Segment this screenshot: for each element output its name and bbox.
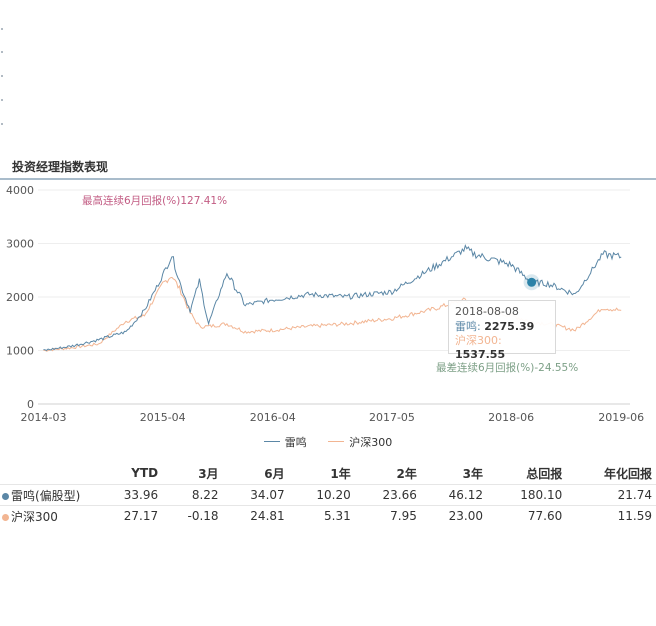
y-tick-label: 2000 (6, 291, 34, 304)
legend-item-index[interactable]: 沪深300 (328, 434, 392, 450)
tooltip-label: 雷鸣: (455, 320, 481, 333)
col-header: 2年 (396, 466, 417, 481)
hover-point (527, 277, 537, 287)
section-title: 投资经理指数表现 (12, 160, 109, 174)
legend-line-icon (328, 441, 345, 442)
y-tick-label: 0 (27, 398, 34, 411)
cell: 34.07 (222, 484, 289, 506)
min-return-annotation: 最差连续6月回报(%)-24.55% (436, 361, 578, 374)
cell: 24.81 (222, 505, 289, 526)
row-name: 雷鸣(偏股型) (0, 484, 96, 506)
series-dot-icon (2, 513, 9, 521)
x-tick-label: 2016-04 (250, 411, 296, 424)
y-axis: 0 1000 2000 3000 4000 (6, 184, 34, 411)
x-tick-label: 2018-06 (488, 411, 534, 424)
header-spacer (0, 462, 96, 485)
cell: 8.22 (162, 484, 223, 506)
section-divider (0, 178, 656, 180)
col-header: 3年 (462, 466, 483, 481)
y-tick-label: 1000 (6, 345, 34, 358)
x-tick-label: 2014-03 (21, 411, 67, 424)
tooltip-row-index: 沪深300: 1537.55 (455, 334, 555, 362)
chart-legend: 雷鸣 沪深300 (0, 432, 656, 450)
series-line-0 (43, 244, 622, 351)
cell: 77.60 (486, 505, 567, 526)
cell: 23.66 (354, 484, 421, 506)
tooltip-value: 1537.55 (455, 348, 506, 361)
legend-label: 雷鸣 (284, 435, 307, 449)
col-header: YTD (131, 466, 159, 480)
cell: 5.31 (288, 505, 355, 526)
x-tick-label: 2017-05 (369, 411, 415, 424)
cell: 11.59 (566, 505, 656, 526)
col-header: 年化回报 (603, 466, 652, 481)
row-name: 沪深300 (0, 505, 96, 526)
cell: 27.17 (96, 505, 163, 526)
legend-label: 沪深300 (349, 435, 393, 449)
hover-marker (523, 274, 540, 291)
table-row: 雷鸣(偏股型) 33.96 8.22 34.07 10.20 23.66 46.… (0, 484, 656, 506)
cell: 46.12 (420, 484, 487, 506)
y-tick-label: 3000 (6, 238, 34, 251)
cell: 10.20 (288, 484, 355, 506)
returns-table: YTD 3月 6月 1年 2年 3年 总回报 年化回报 雷鸣(偏股型) 33.9… (0, 462, 656, 526)
x-tick-label: 2015-04 (140, 411, 186, 424)
tooltip-date: 2018-08-08 (455, 305, 519, 318)
tooltip-row-manager: 雷鸣: 2275.39 (455, 320, 555, 334)
col-header: 1年 (330, 466, 351, 481)
table-row: 沪深300 27.17 -0.18 24.81 5.31 7.95 23.00 … (0, 505, 656, 526)
col-header: 总回报 (526, 466, 563, 481)
cell: 23.00 (420, 505, 487, 526)
cell: 21.74 (566, 484, 656, 506)
legend-line-icon (263, 441, 280, 442)
tooltip-label: 沪深300: (455, 334, 502, 347)
cell: 33.96 (96, 484, 163, 506)
max-return-annotation: 最高连续6月回报(%)127.41% (82, 194, 227, 207)
col-header: 3月 (198, 466, 219, 481)
x-tick-label: 2019-06 (598, 411, 644, 424)
tooltip-value: 2275.39 (484, 320, 535, 333)
x-axis: 2014-03 2015-04 2016-04 2017-05 2018-06 2019-… (21, 411, 645, 424)
y-tick-label: 4000 (6, 184, 34, 197)
legend-item-manager[interactable]: 雷鸣 (263, 434, 307, 450)
col-header: 6月 (264, 466, 285, 481)
cell: -0.18 (162, 505, 223, 526)
table-header-row: YTD 3月 6月 1年 2年 3年 总回报 年化回报 (0, 462, 656, 485)
cell: 7.95 (354, 505, 421, 526)
series-dot-icon (2, 492, 9, 500)
chart-tooltip: 2018-08-08 雷鸣: 2275.39 沪深300: 1537.55 (448, 300, 556, 361)
cell: 180.10 (486, 484, 567, 506)
